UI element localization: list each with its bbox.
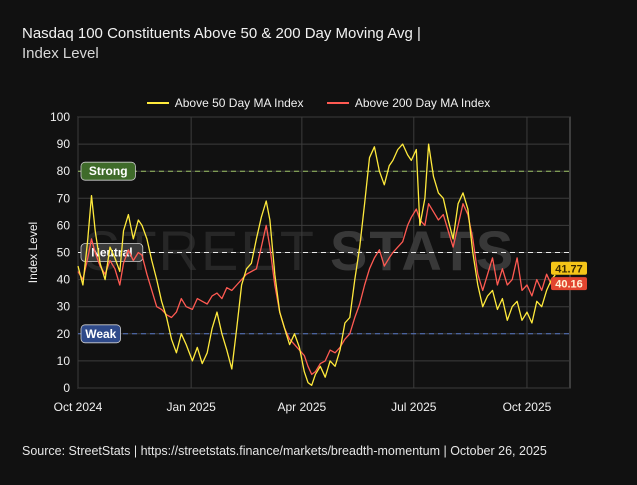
- y-tick-20: 20: [57, 327, 71, 341]
- zone-badge-strong: [80, 161, 136, 181]
- legend-label-above-200: Above 200 Day MA Index: [354, 96, 491, 110]
- last-value-labels: 41.77 40.16: [551, 261, 587, 291]
- zone-badge-weak: [80, 324, 121, 344]
- y-axis-label: Index Level: [26, 222, 40, 283]
- y-tick-30: 30: [57, 300, 71, 314]
- legend-swatch-above-50: [146, 102, 169, 104]
- y-tick-50: 50: [57, 246, 71, 260]
- y-tick-60: 60: [57, 218, 71, 232]
- y-tick-90: 90: [57, 137, 71, 151]
- chart-title: Nasdaq 100 Constituents Above 50 & 200 D…: [22, 24, 582, 64]
- watermark: STREET STATS: [83, 219, 515, 282]
- legend-item-above-200[interactable]: Above 200 Day MA Index: [326, 96, 491, 110]
- y-tick-80: 80: [57, 164, 71, 178]
- legend: Above 50 Day MA Index Above 200 Day MA I…: [0, 93, 637, 110]
- series-lines: [77, 143, 556, 386]
- x-tick-2: Apr 2025: [278, 400, 327, 414]
- y-tick-10: 10: [57, 354, 71, 368]
- series-line-above-50: [77, 143, 556, 386]
- zone-label-weak: Weak: [85, 327, 116, 341]
- last-value-above-200-box: [551, 277, 587, 291]
- series-line-above-200: [77, 203, 556, 376]
- watermark-right: STATS: [330, 219, 515, 282]
- chart-title-line2: Index Level: [22, 45, 99, 62]
- footer-source: Source: StreetStats | https://streetstat…: [22, 444, 547, 458]
- chart-title-line1: Nasdaq 100 Constituents Above 50 & 200 D…: [22, 25, 421, 42]
- x-tick-1: Jan 2025: [166, 400, 216, 414]
- legend-label-above-50: Above 50 Day MA Index: [174, 96, 304, 110]
- last-value-above-50-box: [551, 261, 587, 275]
- legend-item-above-50[interactable]: Above 50 Day MA Index: [146, 96, 304, 110]
- y-tick-40: 40: [57, 273, 71, 287]
- x-tick-0: Oct 2024: [54, 400, 103, 414]
- legend-swatch-above-200: [326, 102, 349, 104]
- y-tick-70: 70: [57, 191, 71, 205]
- y-tick-100: 100: [50, 110, 70, 124]
- x-tick-3: Jul 2025: [391, 400, 437, 414]
- last-value-above-200: 40.16: [555, 279, 583, 291]
- x-tick-4: Oct 2025: [503, 400, 552, 414]
- zone-label-strong: Strong: [89, 164, 128, 178]
- y-tick-0: 0: [63, 381, 70, 395]
- last-value-above-50: 41.77: [555, 263, 583, 275]
- axes: 0 10 20 30 40 50 60 70 80 90 100 Oct 2024 Jan 2025 Ap…: [26, 110, 552, 414]
